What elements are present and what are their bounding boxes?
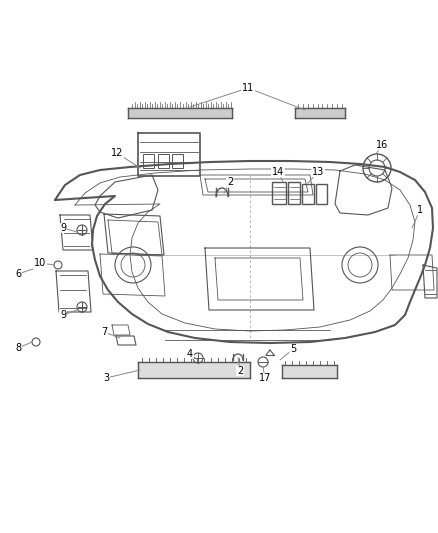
Bar	[288, 182, 300, 204]
Bar	[143, 154, 154, 168]
Bar	[302, 184, 314, 204]
Text: 3: 3	[103, 370, 140, 383]
Bar	[272, 182, 286, 204]
Text: 6: 6	[15, 269, 33, 279]
Text: 7: 7	[101, 327, 120, 338]
Text: 11: 11	[242, 83, 305, 110]
Text: 12: 12	[111, 148, 140, 168]
Text: 8: 8	[15, 342, 32, 353]
Text: 16: 16	[376, 140, 388, 154]
Text: 2: 2	[237, 357, 243, 376]
Bar	[172, 154, 183, 168]
Text: 9: 9	[60, 223, 77, 233]
Bar	[158, 154, 169, 168]
Text: 4: 4	[187, 349, 198, 360]
Text: 14: 14	[272, 167, 284, 182]
Text: 5: 5	[280, 344, 296, 360]
Text: 13: 13	[308, 167, 324, 183]
Text: 9: 9	[60, 310, 77, 320]
Text: 10: 10	[34, 258, 54, 268]
Text: 1: 1	[412, 205, 423, 228]
Text: 2: 2	[224, 177, 233, 193]
Text: 17: 17	[259, 367, 271, 383]
Text: 11: 11	[190, 83, 254, 107]
Bar	[316, 184, 327, 204]
